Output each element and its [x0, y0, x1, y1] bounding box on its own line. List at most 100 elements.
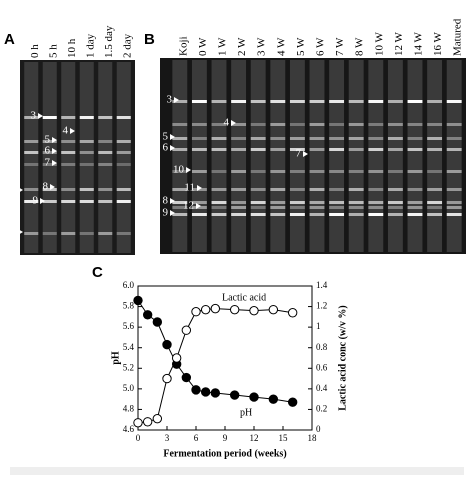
gel-lane	[250, 60, 266, 252]
lane-label: 1.5 day	[103, 25, 115, 58]
gel-band	[116, 232, 131, 235]
gel-band	[427, 100, 443, 103]
band-arrow	[186, 167, 191, 173]
y2-tick-label: 1.2	[316, 301, 327, 311]
gel-band	[309, 206, 325, 209]
lane-label: 7 W	[334, 37, 346, 56]
gel-lane	[348, 60, 364, 252]
gel-band	[61, 188, 76, 191]
y-tick-label: 4.8	[123, 403, 135, 413]
gel-band	[24, 163, 39, 166]
gel-band	[42, 200, 57, 203]
gel-band	[79, 151, 94, 154]
gel-band	[329, 148, 345, 151]
gel-lane	[42, 62, 57, 253]
gel-band	[172, 137, 188, 140]
gel-band	[191, 206, 207, 209]
gel-band	[98, 163, 113, 166]
data-point	[133, 418, 143, 428]
panel-label: B	[144, 31, 155, 48]
gel-band	[191, 137, 207, 140]
gel-band	[211, 148, 227, 151]
gel-band	[98, 151, 113, 154]
gel-band	[42, 188, 57, 191]
gel-band	[172, 100, 188, 103]
lane-label: 12 W	[393, 31, 405, 56]
gel-band	[446, 123, 462, 126]
gel-band	[329, 137, 345, 140]
gel-band	[348, 100, 364, 103]
gel-band	[61, 200, 76, 203]
gel-band	[211, 137, 227, 140]
y-tick-label: 5.6	[123, 321, 135, 331]
gel-band	[211, 123, 227, 126]
gel-band	[172, 201, 188, 204]
gel-band	[250, 206, 266, 209]
x-tick-label: 18	[308, 433, 318, 443]
band-label: 12	[183, 200, 194, 212]
band-label: 9	[33, 195, 39, 207]
data-point	[268, 304, 279, 315]
gel-band	[42, 151, 57, 154]
gel-band	[368, 170, 384, 173]
data-point	[162, 339, 172, 350]
x-tick-label: 0	[136, 433, 141, 443]
gel-band	[231, 137, 247, 140]
gel-band	[446, 201, 462, 204]
gel-band	[24, 188, 39, 191]
band-label: 1	[11, 184, 17, 196]
gel-lane	[98, 62, 113, 253]
gel-band	[79, 163, 94, 166]
gel-band	[231, 188, 247, 191]
y2-tick-label: 0.8	[316, 342, 328, 352]
gel-band	[191, 148, 207, 151]
series-line	[137, 300, 293, 403]
gel-band	[289, 188, 305, 191]
y-tick-label: 5.0	[123, 383, 135, 393]
band-arrow	[52, 137, 57, 143]
gel-lane	[427, 60, 443, 252]
gel-band	[387, 100, 403, 103]
band-label: 8	[43, 181, 49, 193]
gel-band	[211, 188, 227, 191]
gel-band	[387, 137, 403, 140]
gel-band	[191, 100, 207, 103]
gel-band	[172, 206, 188, 209]
gel-band	[427, 123, 443, 126]
gel-a	[20, 60, 135, 255]
gel-band	[348, 123, 364, 126]
gel-lane	[446, 60, 462, 252]
gel-band	[446, 170, 462, 173]
gel-band	[348, 201, 364, 204]
gel-band	[407, 100, 423, 103]
data-point	[191, 307, 201, 317]
gel-band	[61, 140, 76, 143]
gel-band	[348, 170, 364, 173]
gel-band	[309, 123, 325, 126]
gel-band	[270, 100, 286, 103]
gel-band	[427, 213, 443, 216]
x-tick-label: 12	[250, 433, 259, 443]
gel-band	[387, 170, 403, 173]
gel-band	[116, 163, 131, 166]
y-axis-title: pH	[110, 351, 121, 365]
gel-lane	[407, 60, 423, 252]
lane-label: 3 W	[256, 37, 268, 56]
gel-band	[387, 123, 403, 126]
gel-band	[250, 137, 266, 140]
band-label: 3	[31, 110, 37, 122]
lane-label: 1 W	[217, 37, 229, 56]
data-point	[229, 304, 240, 315]
y2-tick-label: 0.2	[316, 403, 327, 413]
data-point	[249, 392, 259, 402]
gel-band	[250, 148, 266, 151]
annotation: Lactic acid	[222, 292, 266, 303]
gel-band	[427, 206, 443, 209]
gel-lane	[368, 60, 384, 252]
gel-band	[289, 137, 305, 140]
gel-band	[172, 188, 188, 191]
gel-band	[231, 123, 247, 126]
gel-band	[98, 200, 113, 203]
y2-tick-label: 0.4	[316, 383, 328, 393]
